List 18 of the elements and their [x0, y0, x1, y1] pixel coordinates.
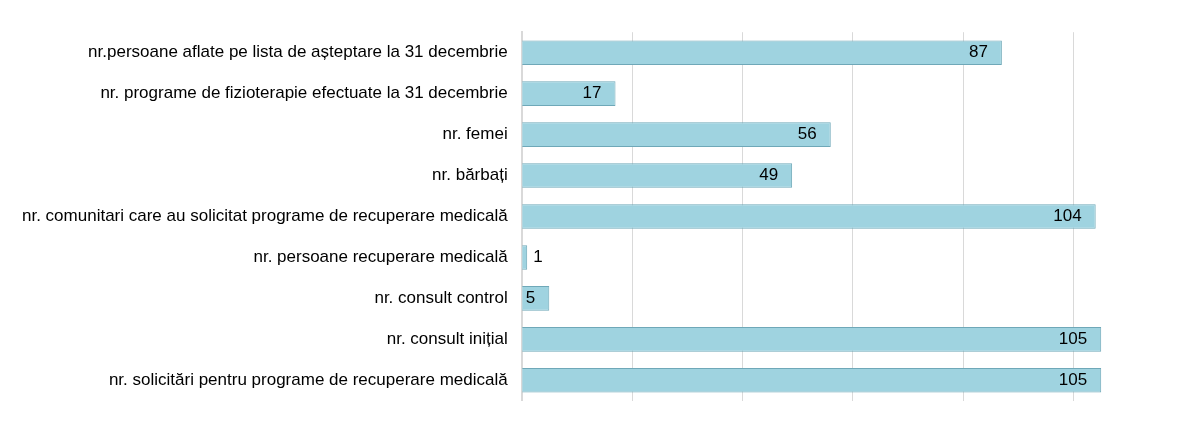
data-label: 104 — [1053, 206, 1082, 226]
data-label: 17 — [582, 83, 602, 103]
y-tick-label: nr. programe de fizioterapie efectuate la 31 decembrie — [100, 83, 508, 103]
y-tick-label: nr. consult control — [374, 288, 508, 308]
y-tick-label: nr. consult inițial — [386, 329, 508, 349]
data-label: 5 — [525, 288, 536, 308]
y-tick-label: nr. bărbați — [432, 165, 508, 185]
data-label: 87 — [968, 42, 988, 62]
data-label: 56 — [797, 124, 817, 144]
y-tick-label: nr. persoane recuperare medicală — [253, 247, 509, 267]
data-label: 105 — [1058, 370, 1088, 390]
data-label: 105 — [1058, 329, 1088, 349]
y-tick-label: nr. comunitari care au solicitat programe de recuperare medicală — [21, 206, 509, 226]
y-tick-label: nr. femei — [442, 124, 508, 144]
data-label: 49 — [759, 165, 779, 185]
y-tick-label: nr. solicitări pentru programe de recuperare medicală — [108, 370, 509, 390]
data-label: 1 — [533, 247, 543, 267]
y-tick-label: nr.persoane aflate pe lista de așteptare la 31 decembrie — [88, 42, 508, 62]
